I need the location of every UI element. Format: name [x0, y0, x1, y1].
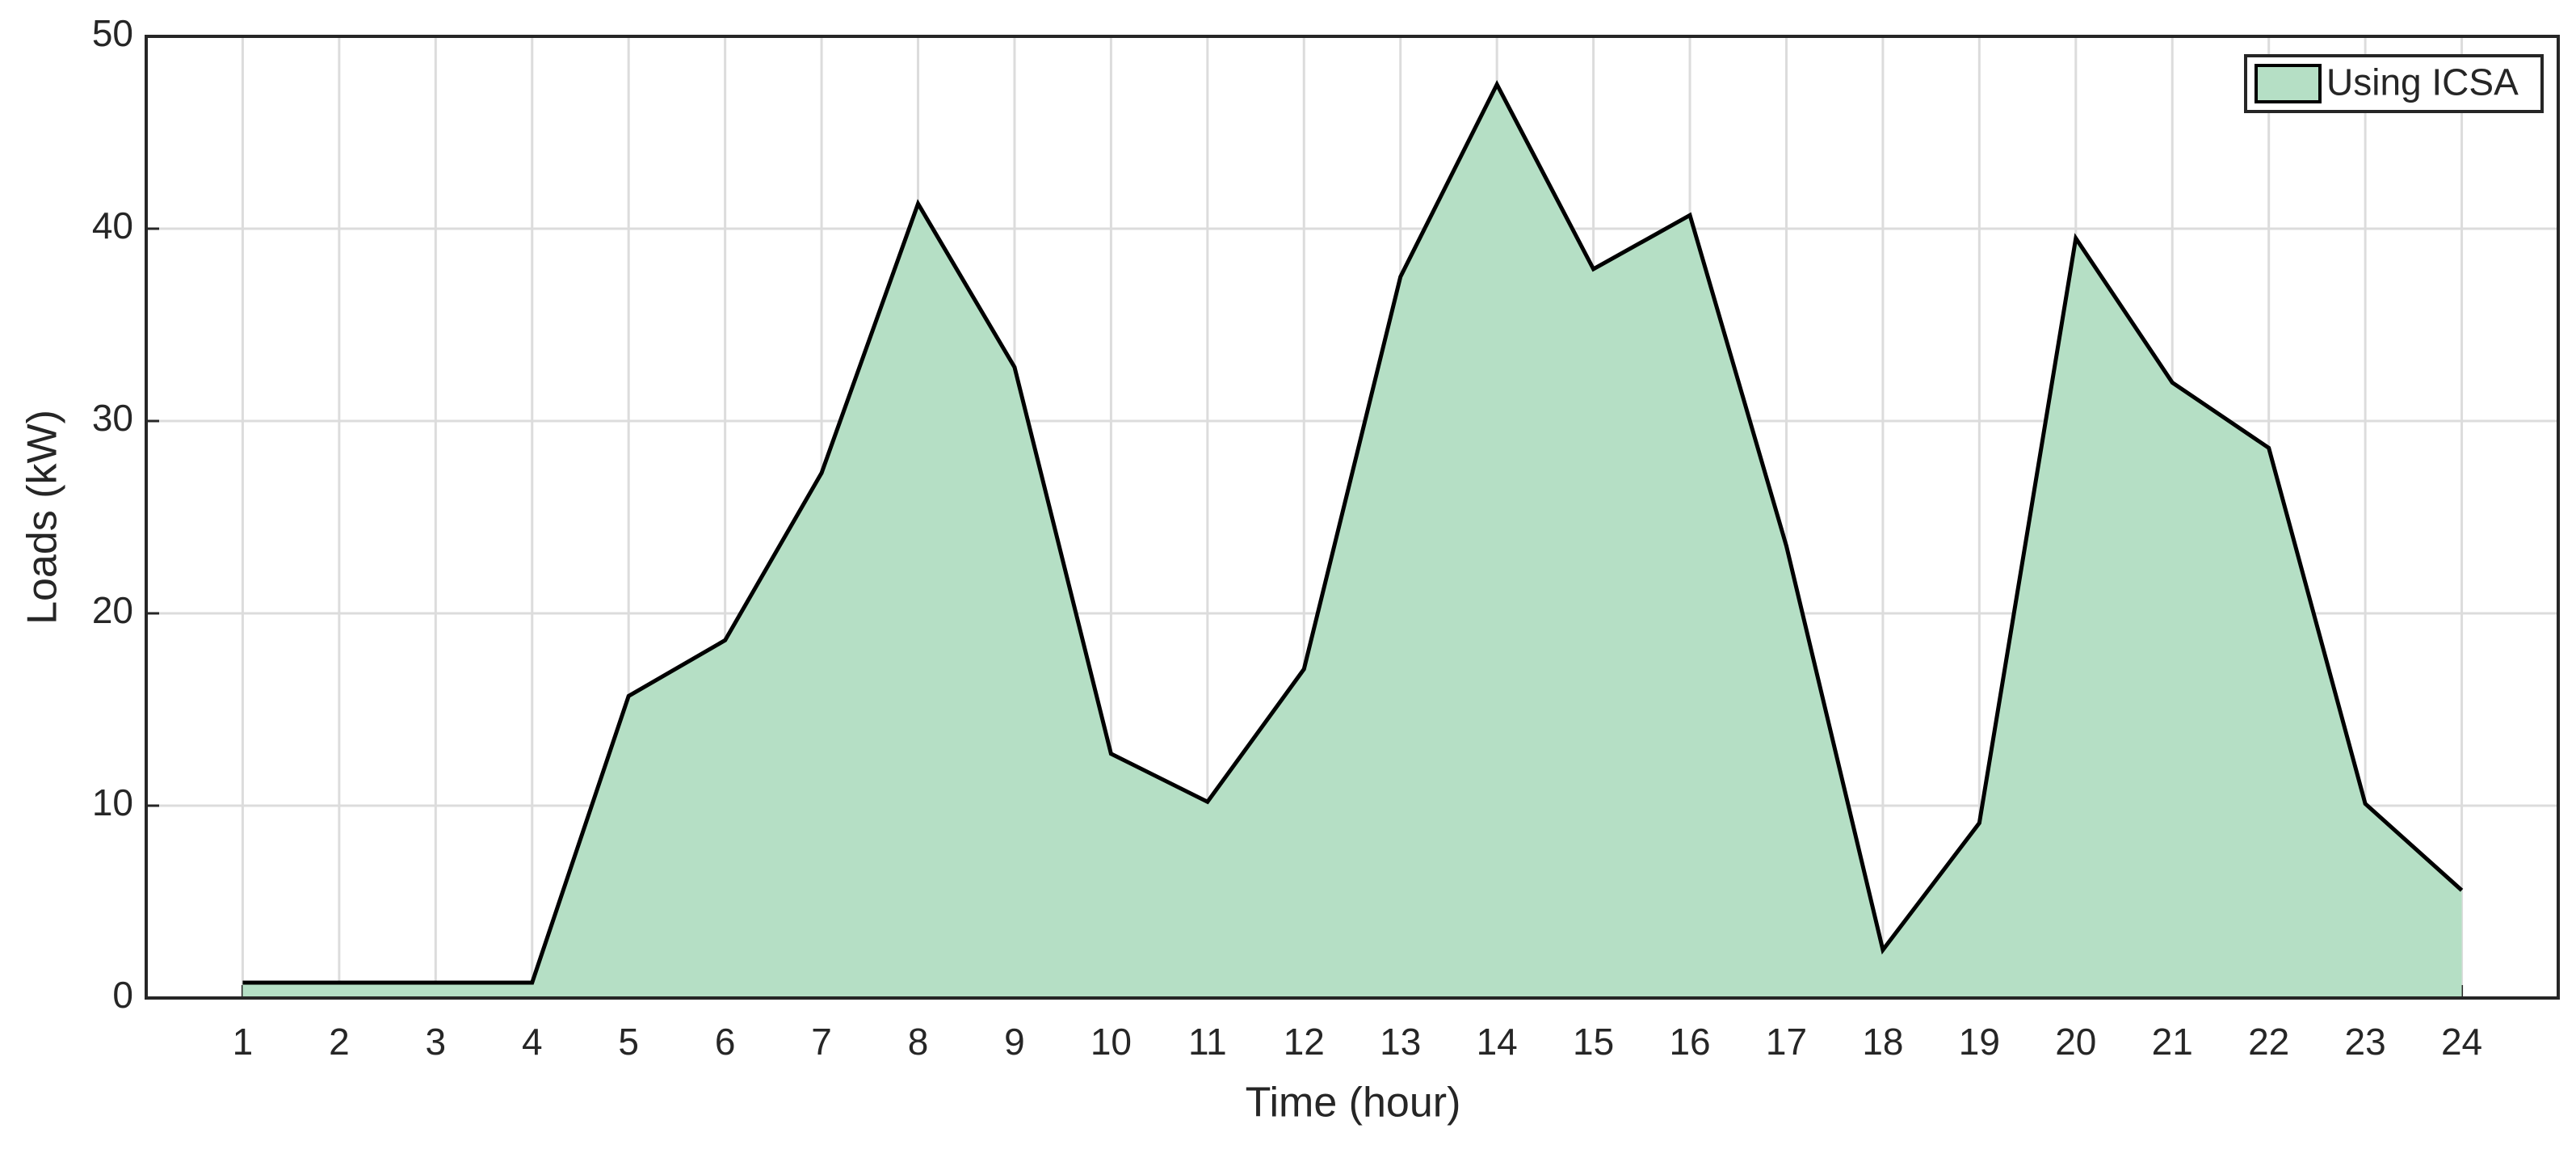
y-axis-label: Loads (kW) — [19, 410, 66, 625]
y-tick-label: 40 — [92, 204, 133, 246]
x-tick-label: 13 — [1380, 1021, 1421, 1063]
x-tick-label: 23 — [2345, 1021, 2386, 1063]
x-tick-label: 19 — [1959, 1021, 2000, 1063]
x-tick-label: 20 — [2055, 1021, 2096, 1063]
x-tick-label: 4 — [522, 1021, 543, 1063]
legend-label: Using ICSA — [2326, 61, 2519, 103]
x-tick-label: 8 — [908, 1021, 929, 1063]
x-tick-label: 6 — [715, 1021, 736, 1063]
x-tick-label: 3 — [426, 1021, 447, 1063]
x-tick-label: 9 — [1004, 1021, 1025, 1063]
x-tick-label: 7 — [811, 1021, 832, 1063]
legend-swatch — [2255, 64, 2322, 103]
x-axis-label: Time (hour) — [1246, 1080, 1461, 1126]
x-tick-label: 16 — [1669, 1021, 1710, 1063]
area-fill — [242, 84, 2462, 998]
x-tick-label: 11 — [1188, 1021, 1227, 1063]
y-tick-label: 30 — [92, 397, 133, 439]
x-tick-label: 12 — [1284, 1021, 1325, 1063]
y-tick-label: 0 — [112, 974, 133, 1016]
x-tick-label: 22 — [2248, 1021, 2289, 1063]
x-tick-label: 10 — [1090, 1021, 1132, 1063]
area-line — [242, 80, 2464, 985]
x-tick-label: 24 — [2441, 1021, 2482, 1063]
y-tick-label: 20 — [92, 589, 133, 631]
plot-frame — [145, 35, 2560, 1000]
x-tick-label: 18 — [1862, 1021, 1903, 1063]
x-tick-label: 2 — [329, 1021, 350, 1063]
x-tick-label: 17 — [1766, 1021, 1807, 1063]
x-tick-label: 21 — [2152, 1021, 2193, 1063]
x-tick-label: 14 — [1477, 1021, 1518, 1063]
x-tick-label: 5 — [618, 1021, 639, 1063]
x-tick-label: 15 — [1573, 1021, 1614, 1063]
y-tick-label: 50 — [92, 12, 133, 54]
x-tick-label: 1 — [233, 1021, 254, 1063]
y-tick-label: 10 — [92, 781, 133, 823]
